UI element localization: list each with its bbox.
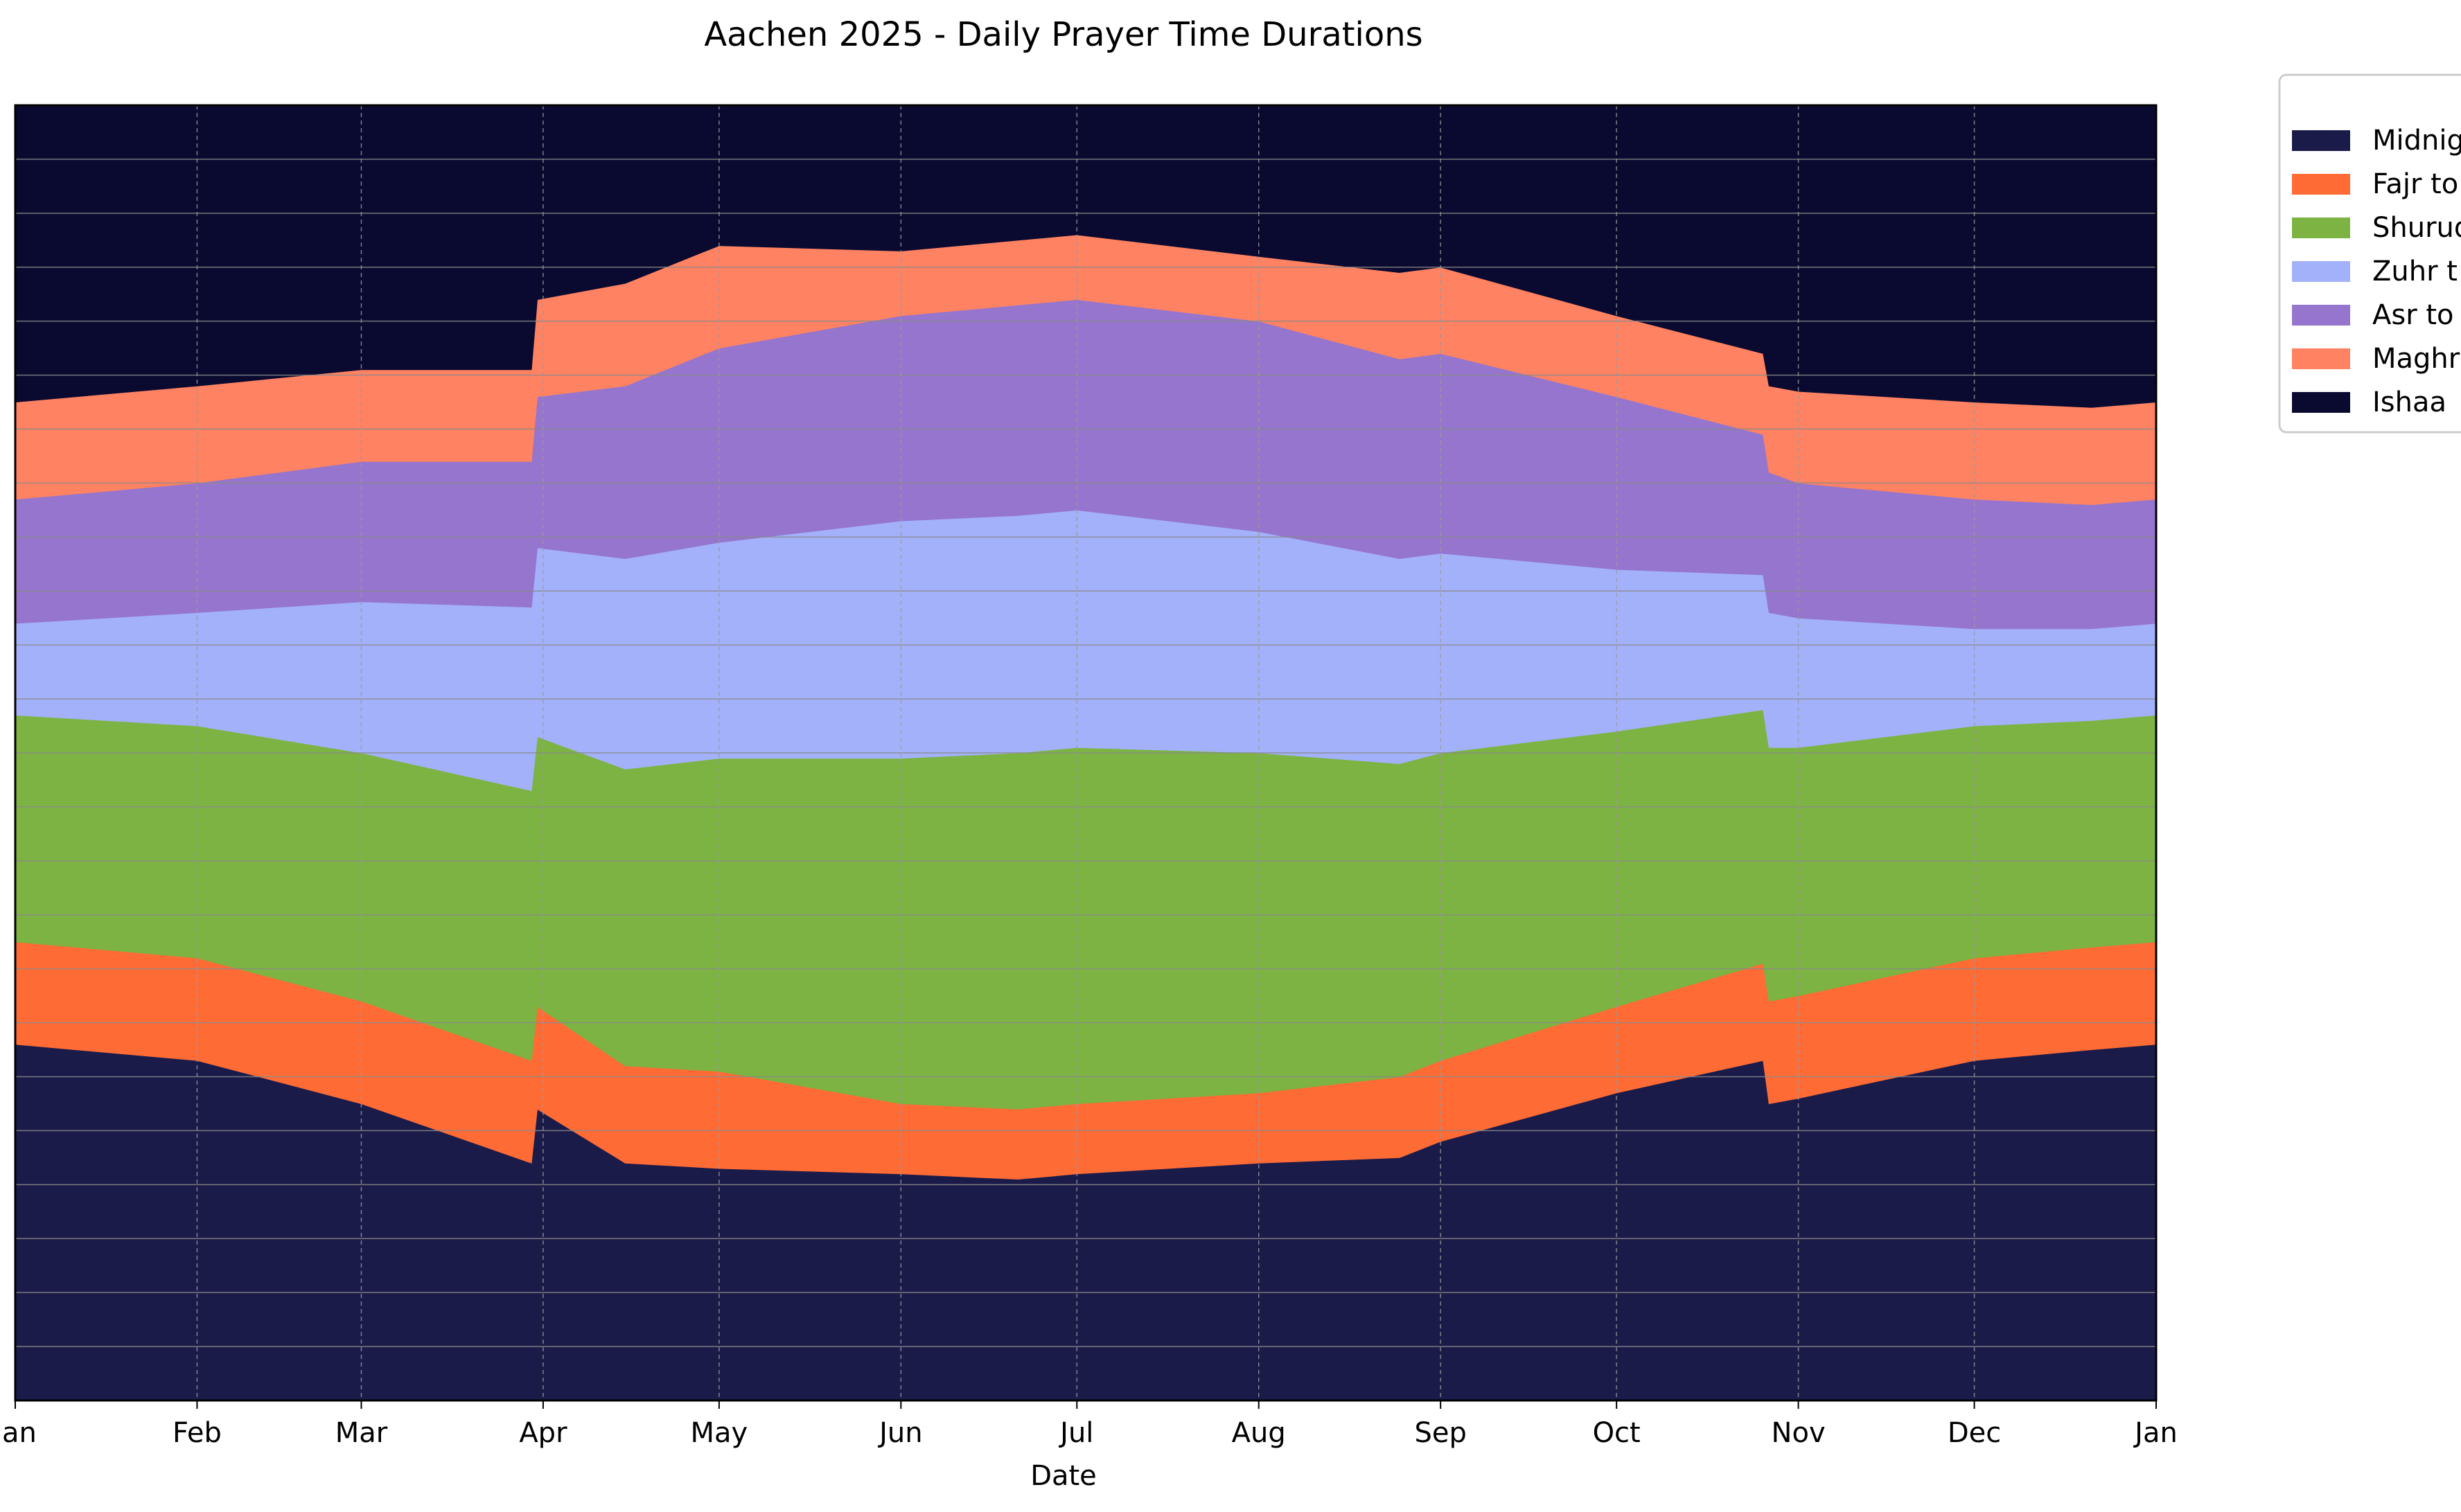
legend-swatch	[2292, 261, 2350, 282]
legend-label: Maghr	[2372, 343, 2460, 375]
x-tick-label: Nov	[1772, 1417, 1826, 1449]
x-tick-label: Sep	[1414, 1417, 1466, 1449]
chart-title: Aachen 2025 - Daily Prayer Time Duration…	[704, 15, 1422, 54]
legend-frame	[2278, 73, 2461, 434]
legend-label: Zuhr t	[2372, 256, 2458, 287]
legend-swatch	[2292, 217, 2350, 238]
legend-swatch	[2292, 392, 2350, 413]
legend-swatch	[2292, 130, 2350, 151]
legend-label: Fajr to	[2372, 168, 2458, 200]
gridlines	[15, 105, 2156, 1400]
x-tick-label: Jun	[877, 1417, 923, 1449]
area-series-group	[15, 105, 2156, 1400]
legend-swatch	[2292, 174, 2350, 195]
x-tick-label: Oct	[1593, 1417, 1641, 1449]
legend-swatch	[2292, 305, 2350, 326]
x-tick-label: Jan	[2133, 1417, 2178, 1449]
x-tick-label: Dec	[1948, 1417, 2001, 1449]
area-series-7	[15, 105, 2156, 408]
x-axis-ticks: Jan Feb Mar Apr May Jun Jul Aug Sep Oct Nov Dec Jan	[0, 1400, 2178, 1449]
legend-label: Shuruq	[2372, 212, 2461, 244]
legend: Midnig Fajr to Shuruq Zuhr t Asr to Maghr Isha…	[2278, 73, 2461, 434]
x-tick-label: Jul	[1058, 1417, 1093, 1449]
x-tick-label: Feb	[173, 1417, 222, 1449]
x-tick-label: Mar	[335, 1417, 388, 1449]
x-tick-label: Apr	[519, 1417, 567, 1449]
x-axis-label: Date	[1030, 1460, 1097, 1492]
plot-frame	[14, 104, 2158, 1402]
legend-label: Midnig	[2372, 125, 2461, 157]
x-tick-label: Aug	[1232, 1417, 1286, 1449]
x-tick-label: May	[691, 1417, 748, 1449]
legend-label: Asr to	[2372, 299, 2454, 331]
x-tick-label: Jan	[0, 1417, 37, 1449]
legend-swatch	[2292, 348, 2350, 369]
legend-label: Ishaa	[2372, 386, 2446, 418]
